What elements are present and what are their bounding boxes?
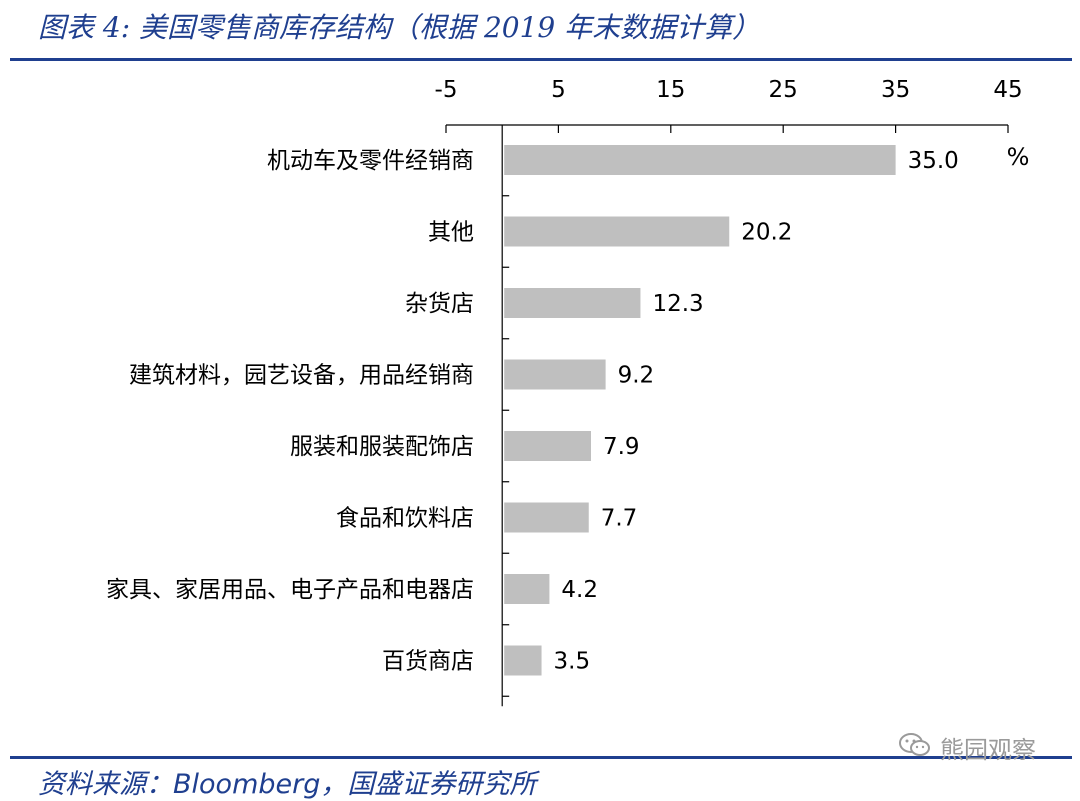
- bar: [504, 502, 589, 533]
- x-tick-label: -5: [435, 77, 458, 103]
- bar: [504, 359, 606, 390]
- bar-chart: -5 5 15 25 35 45 35.0 机动车及零件经销商 20.2 其他 12.3 杂货店 9.…: [106, 77, 1029, 707]
- x-tick-label: 15: [656, 77, 685, 103]
- source-brand: Bloomberg: [173, 769, 321, 800]
- bar-value-label: 4.2: [561, 577, 598, 603]
- bar: [504, 645, 542, 676]
- wechat-icon: [898, 731, 932, 765]
- category-label: 百货商店: [382, 649, 474, 675]
- top-rule: [10, 58, 1072, 61]
- bottom-rule: [10, 756, 1072, 759]
- bar-value-label: 7.7: [601, 506, 638, 532]
- bar: [504, 288, 641, 318]
- bar: [504, 216, 730, 247]
- source-suffix: ，国盛证券研究所: [320, 769, 537, 800]
- category-label: 食品和饮料店: [336, 506, 474, 532]
- bar: [504, 431, 591, 461]
- bar-value-label: 35.0: [908, 148, 959, 174]
- watermark: 熊园观察: [898, 730, 1036, 765]
- x-tick-label: 45: [993, 77, 1022, 103]
- bar-value-label: 7.9: [603, 434, 640, 460]
- category-label: 家具、家居用品、电子产品和电器店: [106, 577, 474, 603]
- source-prefix: 资料来源：: [38, 769, 173, 800]
- watermark-text: 熊园观察: [940, 736, 1036, 764]
- bar: [504, 574, 550, 604]
- category-label: 机动车及零件经销商: [267, 148, 474, 174]
- category-label: 杂货店: [405, 291, 474, 317]
- category-label: 其他: [428, 220, 474, 246]
- chart-title: 图表 4: 美国零售商库存结构（根据 2019 年末数据计算）: [38, 11, 761, 44]
- bars: [504, 145, 896, 676]
- bar-value-label: 20.2: [741, 220, 792, 246]
- source-note: 资料来源：Bloomberg，国盛证券研究所: [38, 762, 536, 801]
- unit-label: %: [1007, 143, 1030, 171]
- bar-value-label: 12.3: [652, 291, 703, 317]
- category-label: 服装和服装配饰店: [290, 434, 474, 460]
- bar: [504, 145, 896, 175]
- bar-value-label: 3.5: [554, 649, 591, 675]
- bar-value-label: 9.2: [618, 363, 655, 389]
- x-tick-label: 35: [881, 77, 910, 103]
- category-label: 建筑材料，园艺设备，用品经销商: [129, 363, 474, 389]
- x-axis: -5 5 15 25 35 45: [435, 77, 1023, 707]
- x-tick-label: 25: [769, 77, 798, 103]
- x-tick-label: 5: [551, 77, 566, 103]
- labels: 35.0 机动车及零件经销商 20.2 其他 12.3 杂货店 9.2 建筑材料，园艺设备，用…: [106, 143, 1029, 675]
